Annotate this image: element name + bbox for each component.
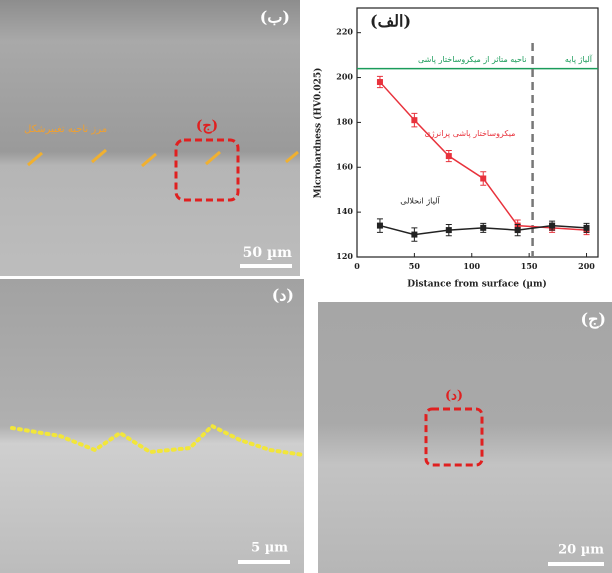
micrograph xyxy=(318,302,612,573)
figure: (ب) (ج) مرز ناحیه تغییرشکل 50 µm (د) 5 µ… xyxy=(0,0,612,573)
y-axis-label: Microhardness (HV0.025) xyxy=(313,68,324,199)
marker xyxy=(446,227,452,233)
marker xyxy=(480,175,486,181)
x-tick-label: 50 xyxy=(409,261,421,271)
scale-bar xyxy=(240,264,292,268)
y-tick-label: 120 xyxy=(336,251,353,261)
zone-label: ناحیه متاثر از میکروساختار پاشی xyxy=(418,55,527,64)
marker xyxy=(584,225,590,231)
marker xyxy=(480,225,486,231)
y-tick-label: 220 xyxy=(336,27,353,37)
micrograph xyxy=(0,279,304,573)
x-tick-label: 100 xyxy=(463,261,480,271)
scale-bar xyxy=(548,562,604,566)
marker xyxy=(377,223,383,229)
boundary-label: مرز ناحیه تغییرشکل xyxy=(24,124,107,135)
box-label: (ج) xyxy=(196,118,218,134)
panel-label: (ج) xyxy=(581,310,606,330)
marker xyxy=(411,117,417,123)
panel-label: (ب) xyxy=(260,8,290,27)
marker xyxy=(549,223,555,229)
y-tick-label: 140 xyxy=(336,206,353,216)
x-axis-label: Distance from surface (µm) xyxy=(407,279,546,290)
x-tick-label: 150 xyxy=(521,261,538,271)
scale-label: 5 µm xyxy=(251,541,288,556)
marker xyxy=(411,232,417,238)
x-tick-label: 200 xyxy=(578,261,595,271)
marker xyxy=(515,227,521,233)
micrograph xyxy=(0,0,300,276)
series-label: میکروساختار پاشی پرانرژی xyxy=(425,129,516,138)
series-label: آلیاژ انحلالی xyxy=(400,195,440,205)
x-tick-label: 0 xyxy=(354,261,360,271)
chart-title: (الف) xyxy=(370,12,411,31)
scale-label: 50 µm xyxy=(243,245,293,261)
scale-label: 20 µm xyxy=(558,543,604,558)
zone-label: آلیاژ پایه xyxy=(565,54,593,64)
marker xyxy=(446,153,452,159)
y-tick-label: 160 xyxy=(336,161,353,171)
box-label: (د) xyxy=(445,389,463,404)
marker xyxy=(377,79,383,85)
y-tick-label: 200 xyxy=(336,72,353,82)
panel-label: (د) xyxy=(272,286,294,305)
scale-bar xyxy=(238,560,290,564)
y-tick-label: 180 xyxy=(336,116,353,126)
